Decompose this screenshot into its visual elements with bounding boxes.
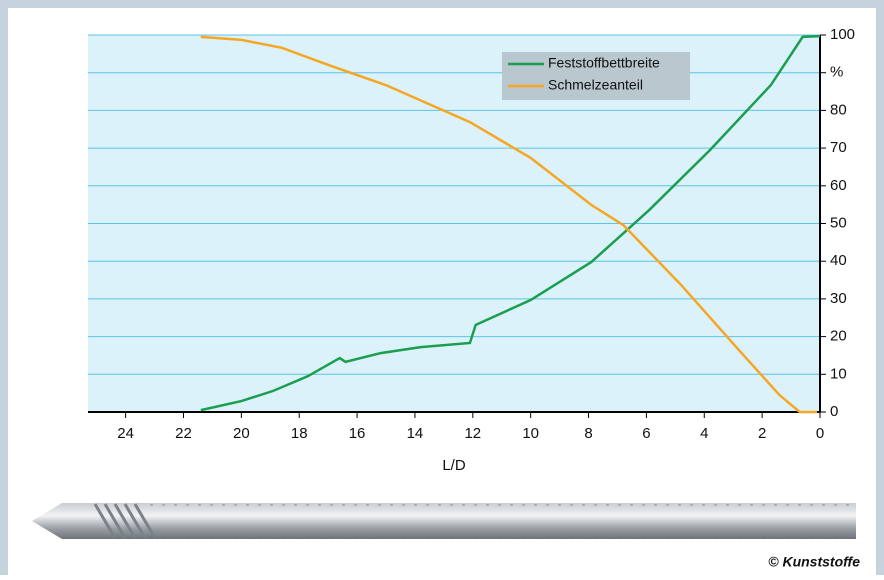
y-tick-label: 0 [830, 403, 838, 420]
x-tick-label: 16 [349, 425, 366, 442]
legend-label: Feststoffbettbreite [548, 55, 660, 71]
chart: © Kunststoffe L/D 01020304050607080%1002… [0, 0, 884, 575]
y-tick-label: 60 [830, 177, 847, 194]
x-tick-label: 12 [464, 425, 481, 442]
x-tick-label: 6 [642, 425, 650, 442]
x-tick-label: 18 [291, 425, 308, 442]
legend-label: Schmelzeanteil [548, 77, 643, 93]
y-tick-label: 70 [830, 139, 847, 156]
y-tick-label: 100 [830, 26, 855, 43]
x-tick-label: 4 [700, 425, 708, 442]
credit: © Kunststoffe [768, 554, 860, 570]
x-tick-label: 8 [584, 425, 592, 442]
x-tick-label: 20 [233, 425, 250, 442]
y-tick-label: 30 [830, 290, 847, 307]
y-tick-label: % [830, 64, 843, 81]
y-tick-label: 40 [830, 252, 847, 269]
x-tick-label: 0 [816, 425, 824, 442]
y-tick-label: 10 [830, 365, 847, 382]
y-tick-label: 80 [830, 101, 847, 118]
y-tick-label: 50 [830, 214, 847, 231]
x-tick-label: 14 [407, 425, 424, 442]
x-tick-label: 2 [758, 425, 766, 442]
x-tick-label: 22 [175, 425, 192, 442]
x-tick-label: 10 [522, 425, 539, 442]
x-axis-label: L/D [442, 457, 466, 474]
y-tick-label: 20 [830, 328, 847, 345]
x-tick-label: 24 [117, 425, 134, 442]
screw-image [32, 503, 856, 539]
